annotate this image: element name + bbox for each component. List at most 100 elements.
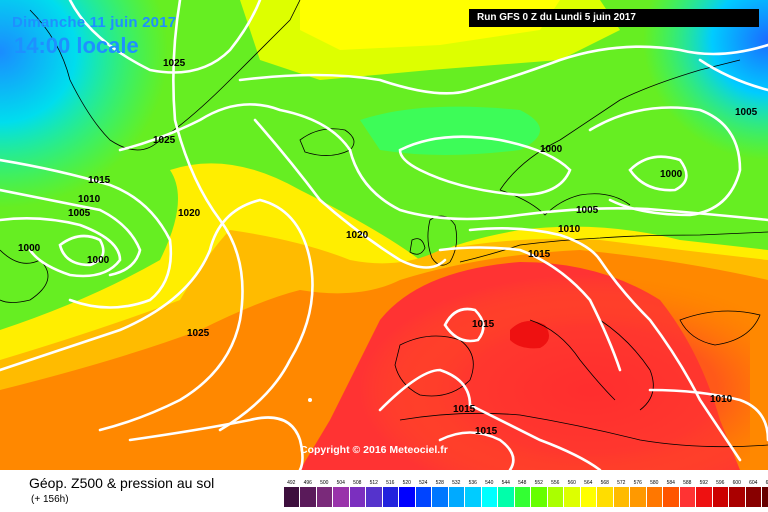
isobar-label: 1000 xyxy=(18,243,41,254)
legend-value: 592 xyxy=(699,480,708,486)
legend-swatch xyxy=(300,487,316,507)
isobar-1015-west xyxy=(0,158,173,309)
z500-band-red-deep xyxy=(510,321,549,349)
model-run-label: Run GFS 0 Z du Lundi 5 juin 2017 xyxy=(469,9,759,27)
map-footer: Géop. Z500 & pression au sol (+ 156h) 49… xyxy=(0,470,768,512)
legend-value: 572 xyxy=(617,480,626,486)
weather-map: Dimanche 11 juin 2017 14:00 locale Run G… xyxy=(0,0,768,470)
isobar-1015-iberia xyxy=(443,307,485,343)
legend-item: 548 xyxy=(514,479,531,507)
legend-swatch xyxy=(613,487,629,507)
legend-swatch xyxy=(531,487,547,507)
isobar-1025-north xyxy=(68,0,262,74)
isobar-1015-north xyxy=(348,148,768,222)
legend-value: 524 xyxy=(419,480,428,486)
legend-item: 500 xyxy=(316,479,333,507)
legend-item: 540 xyxy=(481,479,498,507)
legend-item: 536 xyxy=(465,479,482,507)
coast-iceland xyxy=(299,128,355,156)
isobar-label: 1025 xyxy=(153,135,176,146)
forecast-date: Dimanche 11 juin 2017 xyxy=(12,14,177,31)
legend-value: 504 xyxy=(336,480,345,486)
legend-value: 492 xyxy=(287,480,296,486)
legend-item: 556 xyxy=(547,479,564,507)
legend-swatch xyxy=(696,487,712,507)
isobar-label: 1025 xyxy=(187,328,210,339)
legend-swatch xyxy=(646,487,662,507)
legend-item: 532 xyxy=(448,479,465,507)
isobar-label: 1005 xyxy=(68,208,91,219)
isobar-1025-atlantic xyxy=(0,198,314,432)
coast-italy xyxy=(529,319,616,401)
map-canvas xyxy=(0,0,768,470)
isobar-1005-scandinavia xyxy=(588,106,742,217)
legend-value: 544 xyxy=(501,480,510,486)
legend-swatch xyxy=(448,487,464,507)
coast-north-africa xyxy=(399,412,768,448)
legend-value: 564 xyxy=(584,480,593,486)
legend-swatch xyxy=(580,487,596,507)
legend-item: 544 xyxy=(498,479,515,507)
isobar-south-west xyxy=(128,416,304,470)
isobars xyxy=(0,0,768,470)
color-legend: 492 496 500 504 508 512 516 520 524 528 532 536 540 5… xyxy=(283,479,768,507)
legend-swatch xyxy=(564,487,580,507)
legend-value: 520 xyxy=(402,480,411,486)
isobar-1000-low xyxy=(58,234,105,267)
z500-red-core-glow xyxy=(330,260,750,470)
coast-norway xyxy=(499,189,631,216)
legend-swatch xyxy=(498,487,514,507)
legend-value: 608 xyxy=(765,480,768,486)
coast-scandinavia xyxy=(499,59,741,191)
isobar-1015-africa xyxy=(438,431,515,470)
coast-labrador xyxy=(0,249,49,303)
legend-swatch xyxy=(333,487,349,507)
legend-value: 560 xyxy=(567,480,576,486)
isobar-1015-europe xyxy=(438,246,622,372)
isobar-label: 1005 xyxy=(735,107,758,118)
forecast-time: 14:00 locale xyxy=(14,33,139,58)
legend-value: 528 xyxy=(435,480,444,486)
legend-swatch xyxy=(349,487,365,507)
legend-item: 564 xyxy=(580,479,597,507)
isobar-label: 1000 xyxy=(87,255,110,266)
legend-item: 568 xyxy=(597,479,614,507)
legend-swatch xyxy=(630,487,646,507)
isobar-label: 1010 xyxy=(558,224,581,235)
legend-item: 604 xyxy=(745,479,762,507)
legend-value: 552 xyxy=(534,480,543,486)
isobar-1025-greenland xyxy=(118,103,352,152)
legend-value: 604 xyxy=(749,480,758,486)
isobar-label: 1000 xyxy=(540,144,563,155)
legend-value: 588 xyxy=(683,480,692,486)
isobar-1020-atlantic xyxy=(98,0,244,432)
legend-item: 552 xyxy=(531,479,548,507)
legend-value: 596 xyxy=(716,480,725,486)
legend-item: 580 xyxy=(646,479,663,507)
isobar-1005-west xyxy=(0,217,122,278)
legend-item: 572 xyxy=(613,479,630,507)
legend-swatch xyxy=(382,487,398,507)
isobar-label: 1015 xyxy=(475,426,498,437)
legend-value: 500 xyxy=(320,480,329,486)
legend-value: 576 xyxy=(633,480,642,486)
legend-item: 588 xyxy=(679,479,696,507)
legend-item: 528 xyxy=(432,479,449,507)
legend-value: 508 xyxy=(353,480,362,486)
legend-swatch xyxy=(712,487,728,507)
legend-item: 492 xyxy=(283,479,300,507)
copyright-text: Copyright © 2016 Meteociel.fr xyxy=(300,444,448,456)
map-title: Géop. Z500 & pression au sol xyxy=(29,475,215,491)
legend-swatch xyxy=(679,487,695,507)
coast-balkans xyxy=(599,319,654,411)
legend-value: 532 xyxy=(452,480,461,486)
isobar-1005-east xyxy=(698,58,768,92)
isobar-1020-north xyxy=(238,43,768,95)
isobar-label: 1010 xyxy=(710,394,733,405)
isobar-label: 1020 xyxy=(178,208,201,219)
legend-value: 584 xyxy=(666,480,675,486)
z500-band-cyan-north xyxy=(360,106,540,155)
legend-swatch xyxy=(514,487,530,507)
legend-value: 556 xyxy=(551,480,560,486)
forecast-offset: (+ 156h) xyxy=(31,494,69,505)
